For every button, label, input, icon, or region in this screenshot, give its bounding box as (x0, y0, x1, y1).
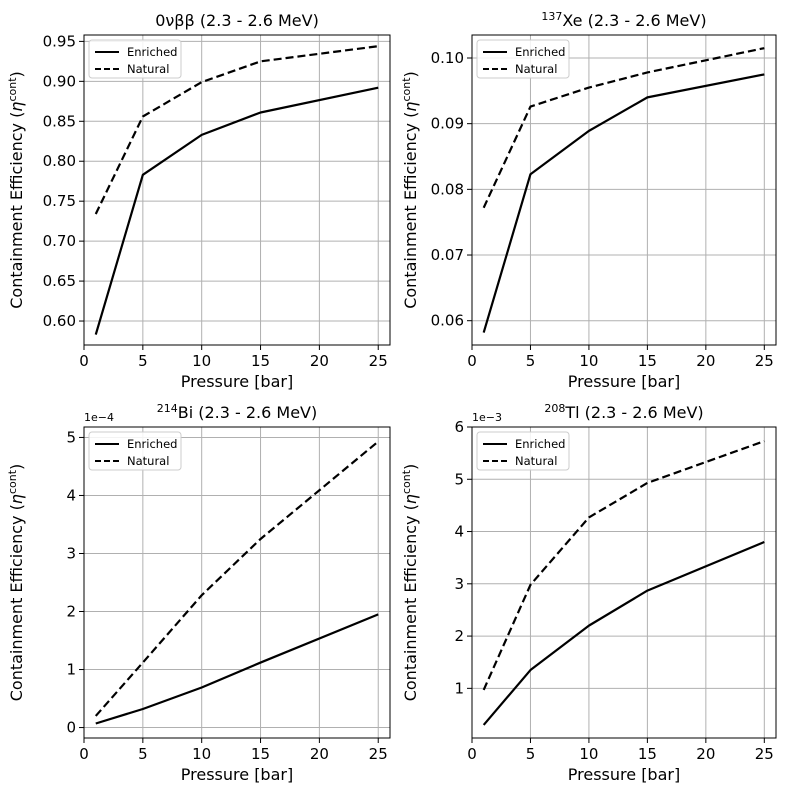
x-tick-label: 10 (579, 352, 598, 370)
y-tick-label: 0.06 (431, 312, 464, 330)
legend-label-enriched: Enriched (515, 45, 565, 59)
legend-box (476, 39, 570, 79)
y-tick-label: 3 (66, 544, 76, 562)
x-tick-label: 25 (755, 745, 774, 763)
chart-title: 214Bi (2.3 - 2.6 MeV) (157, 402, 318, 422)
y-tick-label: 0.90 (43, 72, 76, 90)
x-tick-label: 25 (369, 745, 388, 763)
y-tick-label: 2 (454, 627, 464, 645)
plot-frame (83, 34, 391, 346)
chart-panel-1: 0 5 10 15 20 25 0.60 0.65 0.70 0.75 0.80 0.85 0.90 0.… (6, 11, 391, 391)
plot-frame (471, 426, 777, 739)
y-offset-label: 1e−3 (472, 411, 502, 424)
x-tick-label: 20 (310, 745, 329, 763)
y-tick-label: 0.10 (431, 49, 464, 67)
y-tick-label: 1 (454, 679, 464, 697)
series-line-enriched (482, 73, 765, 333)
x-tick-label: 15 (638, 352, 657, 370)
y-tick-label: 0.95 (43, 32, 76, 50)
series-line-natural (94, 440, 379, 717)
x-tick-label: 0 (79, 352, 89, 370)
y-tick-label: 0.60 (43, 312, 76, 330)
legend-label-natural: Natural (515, 62, 557, 76)
series-line-natural (482, 440, 765, 691)
chart-title: 208Tl (2.3 - 2.6 MeV) (544, 402, 703, 422)
y-tick-label: 0.09 (431, 115, 464, 133)
x-axis-label: Pressure [bar] (181, 372, 293, 391)
y-tick-label: 5 (66, 428, 76, 446)
legend-label-enriched: Enriched (127, 437, 177, 451)
plot-frame (83, 426, 391, 739)
x-tick-label: 25 (369, 352, 388, 370)
y-tick-label: 0.75 (43, 192, 76, 210)
x-tick-label: 15 (251, 745, 270, 763)
y-tick-label: 0.70 (43, 232, 76, 250)
y-tick-label: 4 (454, 523, 464, 541)
x-tick-label: 10 (579, 745, 598, 763)
legend-label-natural: Natural (127, 454, 169, 468)
y-axis-label: Containment Efficiency (ηcont) (400, 71, 420, 309)
x-tick-label: 25 (755, 352, 774, 370)
x-tick-label: 20 (310, 352, 329, 370)
x-tick-label: 0 (467, 352, 477, 370)
x-tick-label: 15 (251, 352, 270, 370)
x-axis-label: Pressure [bar] (568, 372, 680, 391)
y-tick-label: 0.65 (43, 272, 76, 290)
y-tick-label: 0.08 (431, 180, 464, 198)
y-tick-label: 0.80 (43, 152, 76, 170)
y-tick-label: 4 (66, 486, 76, 504)
legend-box (88, 431, 182, 471)
legend-box (476, 431, 570, 471)
chart-title: 0νββ (2.3 - 2.6 MeV) (155, 11, 319, 30)
x-axis-label: Pressure [bar] (181, 765, 293, 784)
x-tick-label: 10 (192, 352, 211, 370)
x-tick-label: 20 (696, 745, 715, 763)
x-tick-label: 10 (192, 745, 211, 763)
x-tick-label: 5 (138, 745, 148, 763)
chart-panel-4: 0 5 10 15 20 25 1 2 3 4 5 6 208Tl (2.3 - 2.6 MeV) Pre… (400, 402, 777, 784)
x-tick-label: 0 (79, 745, 89, 763)
x-tick-label: 15 (638, 745, 657, 763)
y-tick-label: 3 (454, 575, 464, 593)
x-axis-label: Pressure [bar] (568, 765, 680, 784)
chart-panel-3: 0 5 10 15 20 25 0 1 2 3 4 5 214Bi (2.3 - 2.6 MeV) Pre… (6, 402, 391, 784)
x-tick-label: 5 (526, 352, 536, 370)
legend-label-natural: Natural (127, 62, 169, 76)
x-tick-label: 20 (696, 352, 715, 370)
y-axis-label: Containment Efficiency (ηcont) (6, 71, 26, 309)
chart-title: 137Xe (2.3 - 2.6 MeV) (541, 10, 706, 30)
y-tick-label: 2 (66, 603, 76, 621)
y-tick-label: 0.07 (431, 246, 464, 264)
series-line-natural (94, 45, 379, 215)
y-offset-label: 1e−4 (84, 411, 114, 424)
legend-label-enriched: Enriched (515, 437, 565, 451)
chart-panel-2: 0 5 10 15 20 25 0.06 0.07 0.08 0.09 0.10 137Xe (2.3… (400, 10, 777, 391)
y-tick-label: 1 (66, 661, 76, 679)
legend-box (88, 39, 182, 79)
y-tick-label: 6 (454, 418, 464, 436)
y-axis-label: Containment Efficiency (ηcont) (6, 464, 26, 702)
x-tick-label: 0 (467, 745, 477, 763)
x-tick-label: 5 (526, 745, 536, 763)
y-axis-label: Containment Efficiency (ηcont) (400, 464, 420, 702)
series-line-enriched (482, 540, 765, 726)
legend-label-natural: Natural (515, 454, 557, 468)
plot-frame (471, 34, 777, 346)
legend-label-enriched: Enriched (127, 45, 177, 59)
y-tick-label: 0 (66, 719, 76, 737)
x-tick-label: 5 (138, 352, 148, 370)
y-tick-label: 0.85 (43, 112, 76, 130)
y-tick-label: 5 (454, 470, 464, 488)
